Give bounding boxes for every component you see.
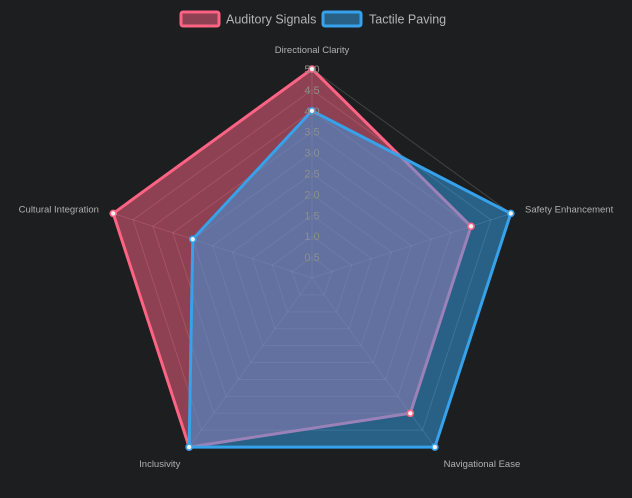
data-point-auditory-signals-navigational-ease[interactable] [406,409,415,418]
data-point-auditory-signals-safety-enhancement[interactable] [467,222,475,231]
radar-axis-labels: Directional Clarity Safety Enhancement Nav… [19,45,614,470]
radar-series [109,65,515,451]
tick-label-4: 2.5 [304,169,319,181]
tick-label-3: 2.0 [304,189,319,201]
tick-label-6: 3.5 [304,127,319,139]
axis-label-cultural-integration: Cultural Integration [19,204,99,215]
tick-label-8: 4.5 [304,85,319,97]
radar-tick-labels: 0.5 1.0 1.5 2.0 2.5 3.0 3.5 4.0 4.5 5.0 [304,64,319,264]
tick-label-7: 4.0 [304,106,319,118]
data-point-auditory-signals-directional-clarity[interactable] [308,65,316,73]
data-point-tactile-paving-safety-enhancement[interactable] [506,209,515,218]
tick-label-5: 3.0 [304,148,319,160]
tick-label-9: 5.0 [304,64,319,76]
series-area-tactile-paving[interactable] [187,109,513,449]
data-point-tactile-paving-cultural-integration[interactable] [188,235,197,244]
legend-swatch-auditory-signals[interactable] [179,10,221,28]
legend-label-auditory-signals[interactable]: Auditory Signals [226,13,316,27]
axis-label-safety-enhancement: Safety Enhancement [525,204,614,215]
data-point-tactile-paving-inclusivity[interactable] [185,443,193,451]
tick-label-2: 1.5 [304,210,319,222]
data-point-auditory-signals-cultural-integration[interactable] [109,209,118,218]
legend-label-tactile-paving[interactable]: Tactile Paving [369,13,446,27]
data-point-tactile-paving-navigational-ease[interactable] [431,443,439,451]
axis-label-directional-clarity: Directional Clarity [275,45,350,56]
axis-label-inclusivity: Inclusivity [139,459,180,470]
legend: Auditory Signals Tactile Paving [179,10,446,28]
data-point-tactile-paving-directional-clarity[interactable] [308,107,316,115]
tick-label-0: 0.5 [304,252,319,264]
axis-label-navigational-ease: Navigational Ease [444,459,521,470]
legend-swatch-tactile-paving[interactable] [321,10,363,28]
tick-label-1: 1.0 [304,231,319,243]
